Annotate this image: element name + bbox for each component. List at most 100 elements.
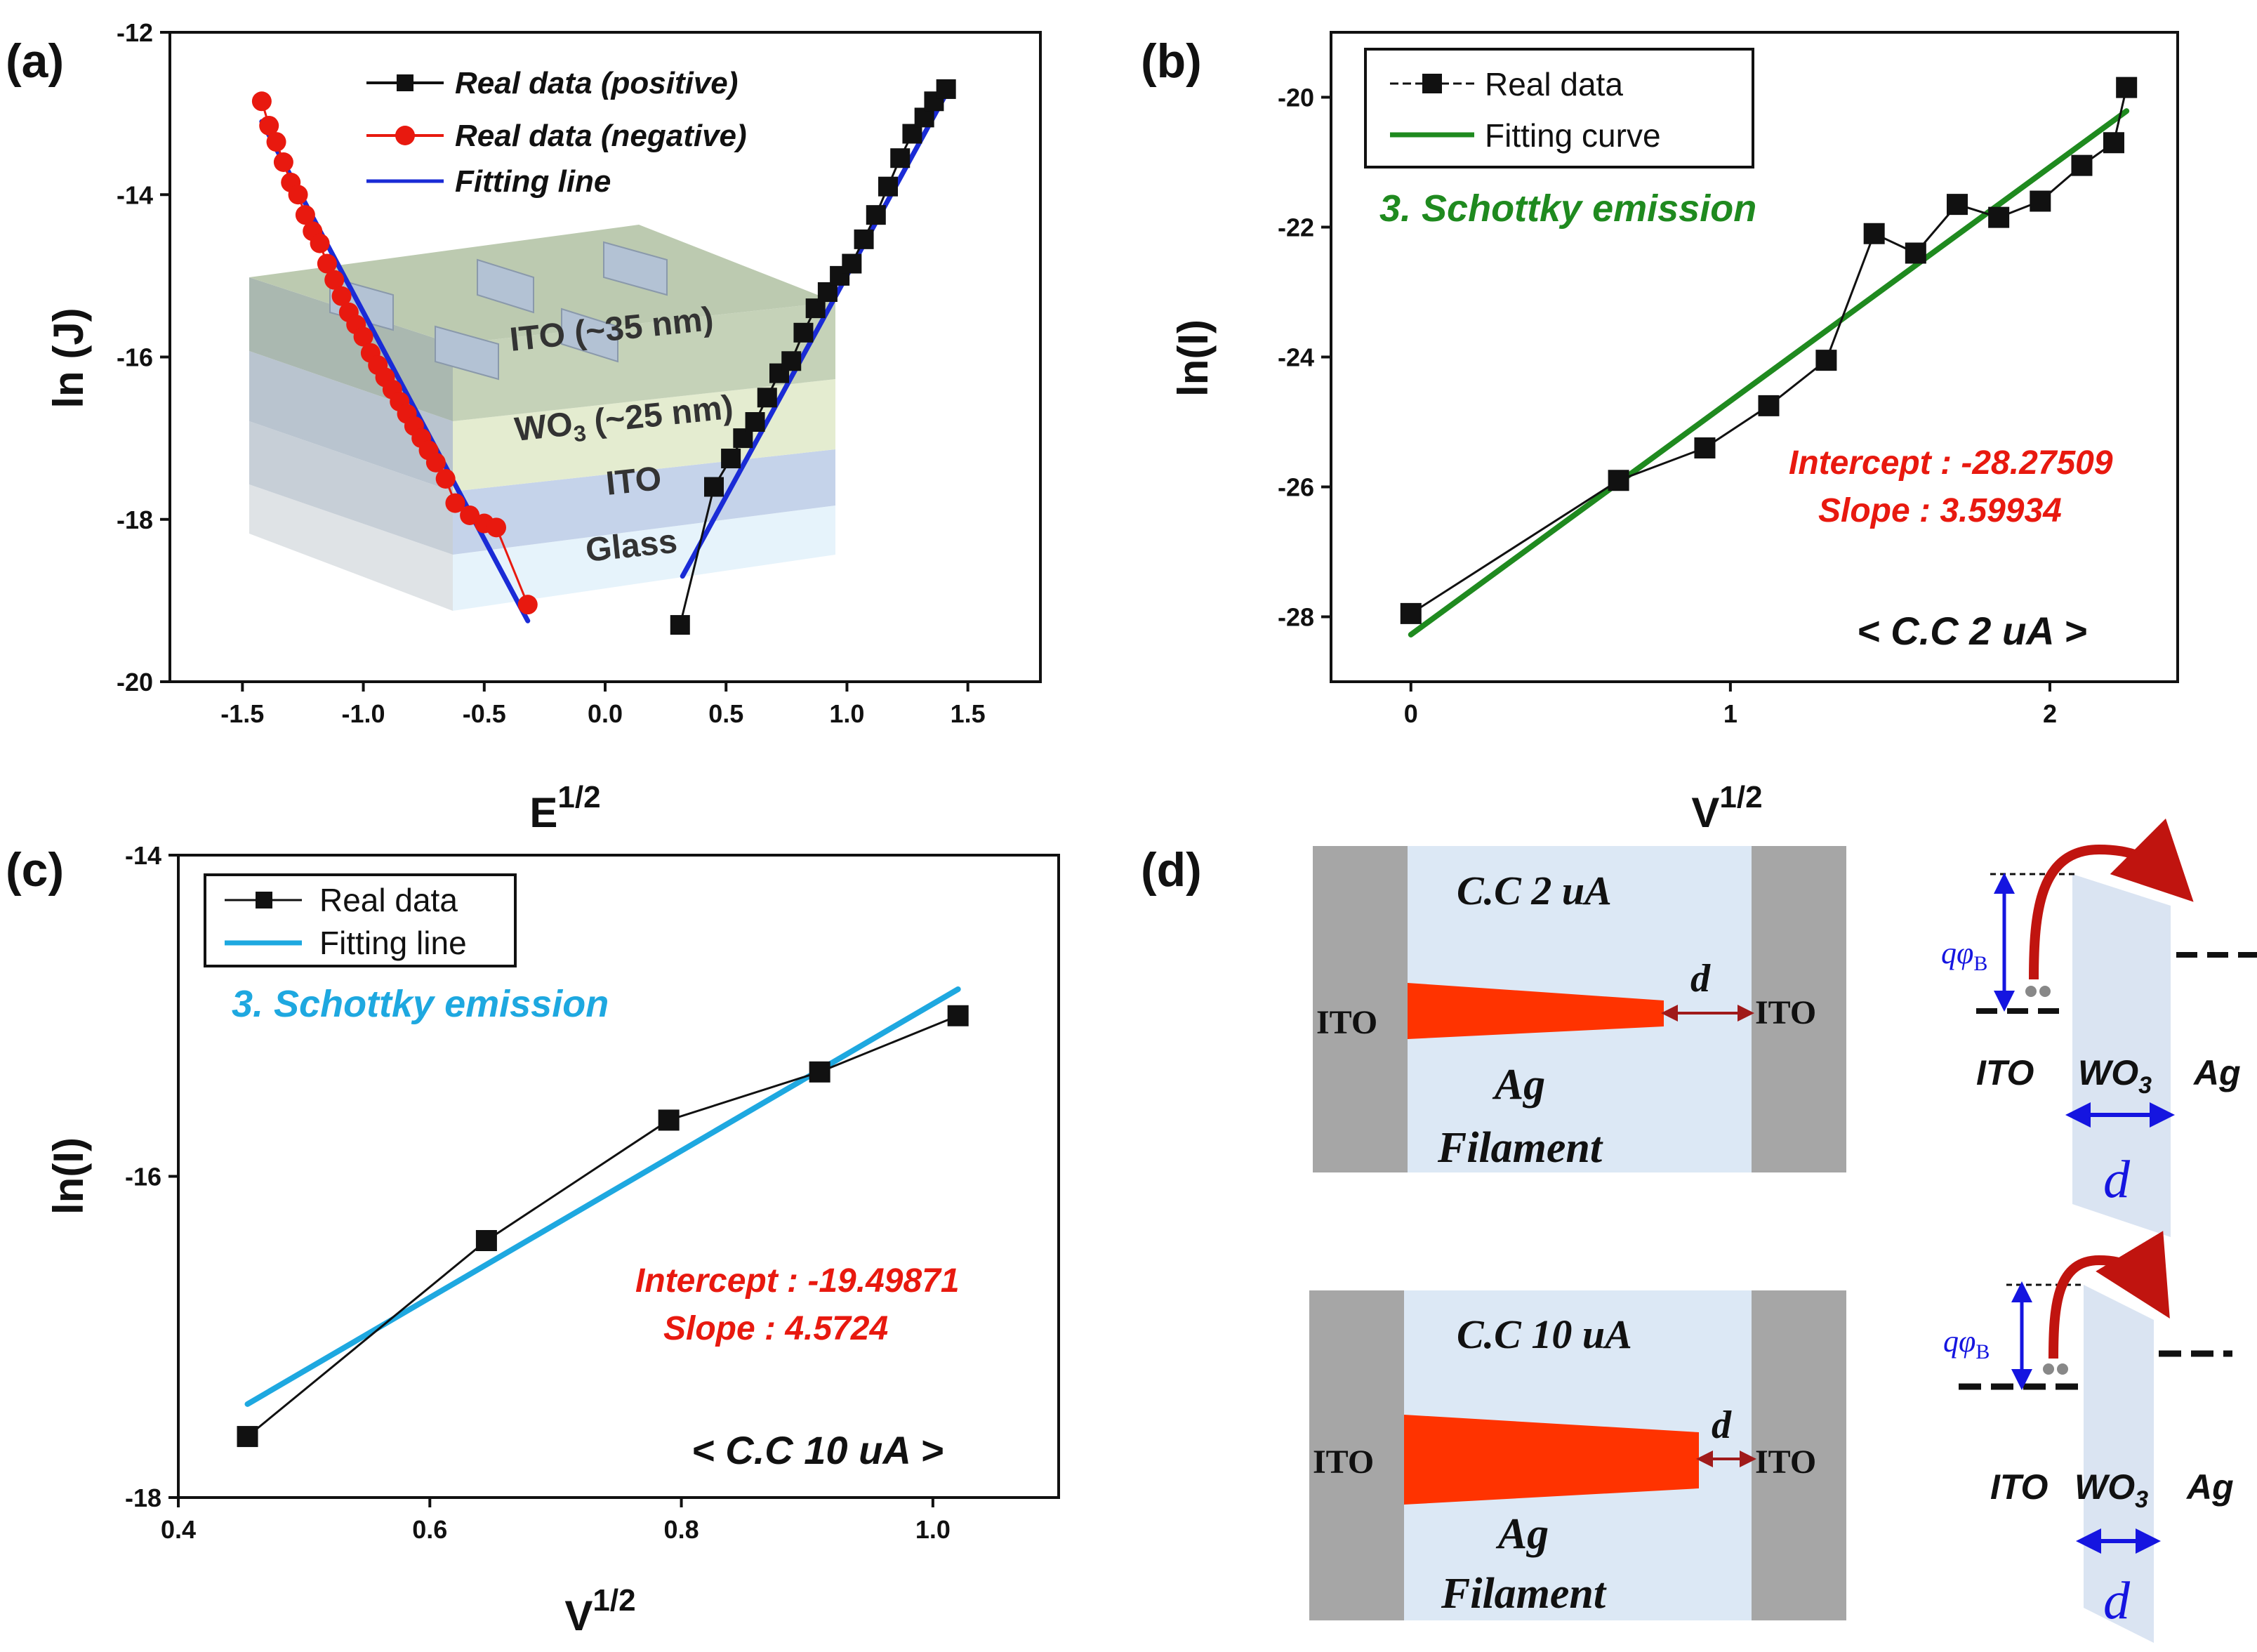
wo3-layer-side xyxy=(453,379,835,491)
data-point xyxy=(1694,437,1716,458)
y-tick-label: -28 xyxy=(1278,603,1314,632)
y-tick-label: -14 xyxy=(125,841,161,870)
panel-c-label: (c) xyxy=(6,843,64,897)
x-tick-label: 0.6 xyxy=(412,1515,447,1544)
ito-bottom-layer-front xyxy=(249,421,453,555)
filament-top xyxy=(1408,983,1664,1039)
legend-real-marker-c xyxy=(256,892,272,908)
data-point xyxy=(947,1005,969,1026)
x-axis-label-c: V1/2 xyxy=(564,1583,635,1639)
x-tick-label: 0 xyxy=(1404,699,1418,728)
width-label-top: d xyxy=(2103,1150,2131,1209)
compliance-bottom: C.C 10 uA xyxy=(1457,1311,1632,1357)
x-tick-label: -1.0 xyxy=(342,699,385,728)
intercept-label-b: Intercept : -28.27509 xyxy=(1789,444,2113,482)
panel-b-label: (b) xyxy=(1141,34,1202,88)
data-point xyxy=(2116,77,2138,98)
band-diagram-bottom: qφB ITO WO3 Ag d xyxy=(1943,1231,2234,1643)
panel-c: (c) 0.4 0.6 0.8 1.0 -18 -16 -14 Real data Fitt… xyxy=(6,841,1060,1639)
legend-fit-label-b: Fitting curve xyxy=(1485,117,1661,154)
data-point xyxy=(317,253,337,274)
electrode-left-bottom xyxy=(1309,1290,1404,1620)
electron-2-top xyxy=(2039,986,2051,997)
y-tick-label: -18 xyxy=(117,505,153,534)
slope-label-c: Slope : 4.5724 xyxy=(663,1310,888,1347)
band-wo3-top: WO3 xyxy=(2078,1053,2152,1099)
device-top: d C.C 2 uA ITO ITO Ag Filament xyxy=(1313,846,1846,1172)
fit-line-c xyxy=(244,986,961,1407)
data-line-c xyxy=(246,1015,959,1438)
electron-1-top xyxy=(2025,986,2037,997)
data-point xyxy=(2030,190,2051,212)
legend-positive-marker xyxy=(397,74,413,91)
data-point xyxy=(331,286,352,306)
legend-b: Real data Fitting curve xyxy=(1364,48,1754,168)
ito-top-layer-top xyxy=(249,225,835,344)
legend-real-label-b: Real data xyxy=(1485,66,1623,103)
data-point xyxy=(475,1230,497,1251)
data-point xyxy=(353,326,373,347)
data-point xyxy=(266,132,286,152)
data-point xyxy=(1988,206,2010,228)
axis-ticks-a: -1.5 -1.0 -0.5 0.0 0.5 1.0 1.5 -20 -18 -16 -14 -12 xyxy=(117,18,986,728)
y-axis-label-b: ln(I) xyxy=(1170,319,1217,397)
data-point xyxy=(1758,395,1780,416)
compliance-label-b: < C.C 2 uA > xyxy=(1857,609,2087,653)
electrode-right-top xyxy=(1752,846,1846,1172)
series-c xyxy=(237,986,969,1448)
series-b xyxy=(1400,77,2138,637)
panel-d-label: (d) xyxy=(1141,843,1202,897)
data-point xyxy=(757,388,777,408)
y-tick-label: -12 xyxy=(117,18,153,47)
gap-label-bottom: d xyxy=(1712,1403,1732,1447)
filament-label-bottom-1: Ag xyxy=(1495,1510,1549,1558)
data-point xyxy=(1400,602,1422,624)
data-point xyxy=(251,91,272,112)
legend-c: Real data Fitting line xyxy=(204,873,517,967)
y-tick-label: -14 xyxy=(117,180,153,209)
width-label-bottom: d xyxy=(2103,1571,2131,1630)
axis-ticks-c: 0.4 0.6 0.8 1.0 -18 -16 -14 xyxy=(125,841,951,1544)
band-diagram-top: qφB ITO WO3 Ag d xyxy=(1941,818,2257,1237)
electrode-left-top xyxy=(1313,846,1408,1172)
data-point xyxy=(670,615,690,635)
data-point xyxy=(288,185,308,205)
electron-1-bottom xyxy=(2043,1363,2054,1375)
x-tick-label: -1.5 xyxy=(220,699,264,728)
data-point xyxy=(745,412,765,432)
band-ag-top: Ag xyxy=(2192,1053,2241,1092)
data-point xyxy=(809,1061,830,1083)
legend-box-c xyxy=(204,873,517,967)
barrier-label-top: qφB xyxy=(1941,936,1987,975)
panel-a-label: (a) xyxy=(6,34,64,88)
data-point xyxy=(273,152,293,172)
data-point xyxy=(2103,132,2124,154)
x-axis-label-b: V1/2 xyxy=(1691,780,1762,836)
legend-positive-label: Real data (positive) xyxy=(455,66,738,100)
panel-b: (b) 0 1 2 -28 -26 -24 -22 -20 Real data Fitting… xyxy=(1141,31,2179,836)
y-tick-label: -20 xyxy=(1278,84,1314,112)
data-point xyxy=(517,595,538,615)
band-ag-bottom: Ag xyxy=(2185,1467,2234,1507)
data-point xyxy=(310,233,330,253)
data-point xyxy=(435,468,456,489)
wo3-layer-front xyxy=(249,351,453,491)
data-point xyxy=(237,1426,258,1448)
fit-line-b xyxy=(1408,108,2130,637)
data-point xyxy=(425,452,446,473)
x-tick-label: 1.5 xyxy=(951,699,986,728)
legend-real-label-c: Real data xyxy=(319,882,458,918)
slope-label-b: Slope : 3.59934 xyxy=(1818,492,2062,529)
electrode-right-bottom xyxy=(1752,1290,1846,1620)
band-wo3-bottom: WO3 xyxy=(2074,1467,2148,1513)
glass-layer-side xyxy=(453,505,835,611)
filament-bottom xyxy=(1404,1415,1699,1505)
x-tick-label: 0.8 xyxy=(664,1515,699,1544)
y-tick-label: -24 xyxy=(1278,343,1314,372)
device-bottom: d C.C 10 uA ITO ITO Ag Filament xyxy=(1309,1290,1846,1620)
data-point xyxy=(878,176,898,197)
wo3-barrier-top xyxy=(2072,874,2171,1237)
data-point xyxy=(890,148,911,168)
data-point xyxy=(1815,350,1837,371)
data-point xyxy=(936,79,956,99)
